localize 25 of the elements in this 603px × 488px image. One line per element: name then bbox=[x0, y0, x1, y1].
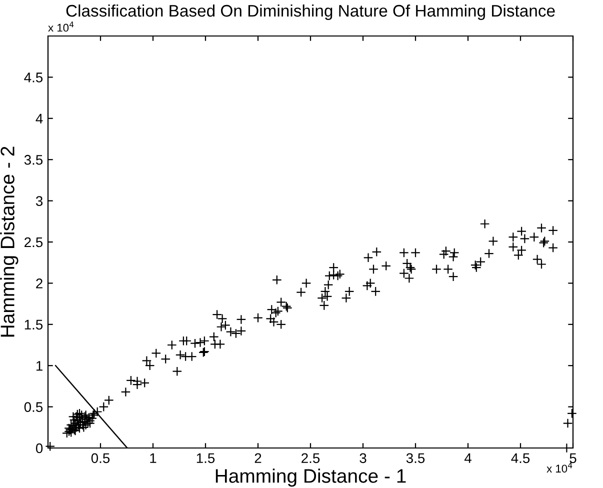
x-tick-label: 4.5 bbox=[511, 453, 530, 464]
y-tick-label: 1.5 bbox=[24, 320, 43, 330]
y-tick-label: 4.5 bbox=[24, 72, 43, 82]
x-tick-label: 1.5 bbox=[196, 453, 215, 464]
y-tick-label: 4 bbox=[36, 114, 43, 124]
x-tick-label: 4 bbox=[464, 453, 472, 463]
y-tick-label: 2 bbox=[36, 278, 42, 288]
text: x 10$^{4}$ bbox=[546, 462, 572, 473]
y-tick-label: 1 bbox=[36, 361, 42, 371]
y-axis-title: Hamming Distance - 2 bbox=[0, 146, 18, 337]
y-tick-label: 3 bbox=[36, 196, 43, 206]
y-tick-label: 0 bbox=[36, 443, 43, 454]
x-tick-label: 2.5 bbox=[302, 453, 320, 464]
x-tick-label: 5 bbox=[570, 453, 576, 464]
x-tick-label: 0.5 bbox=[91, 453, 110, 464]
x-tick-label: 3.5 bbox=[406, 453, 425, 464]
y-tick-label: 2.5 bbox=[24, 237, 43, 248]
x-tick-label: 2 bbox=[254, 453, 262, 463]
y-tick-label: 0.5 bbox=[24, 402, 43, 412]
chart-title: Classification Based On Diminishing Nature Of Hamming Distance bbox=[66, 4, 555, 20]
x-tick-label: 1 bbox=[150, 453, 156, 463]
x-axis-title: Hamming Distance - 1 bbox=[216, 468, 406, 487]
x-tick-label: 3 bbox=[360, 453, 366, 464]
text: x 10$^{4}$ bbox=[48, 22, 74, 32]
y-tick-label: 3.5 bbox=[24, 154, 43, 165]
